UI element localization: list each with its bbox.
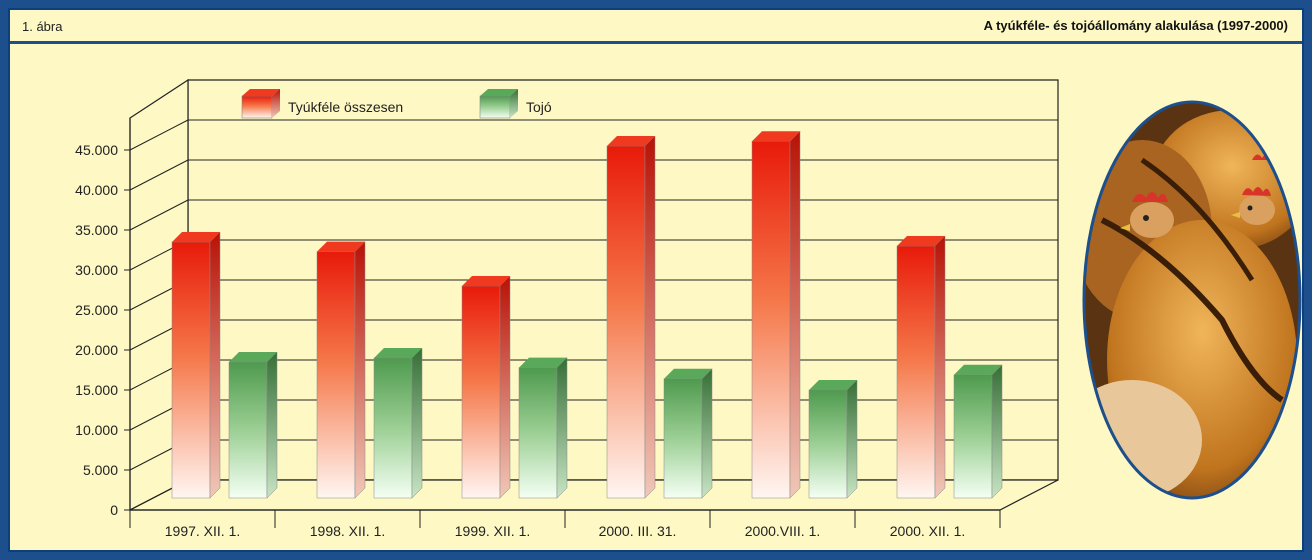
x-tick-label: 1997. XII. 1. [165,523,241,539]
y-tick-label: 10.000 [75,422,118,438]
bar-front [954,375,992,498]
figure-number: 1. ábra [22,19,62,34]
y-tick-label: 45.000 [75,142,118,158]
y-axis-labels: 0 5.000 10.000 15.000 20.000 25.000 30.000 35.0… [75,142,118,518]
x-tick-label: 1999. XII. 1. [455,523,531,539]
bar-side [702,369,712,498]
bar-side [790,131,800,498]
bar-tyukfele [462,276,510,498]
bar-tyukfele [317,242,365,498]
bar-front [664,379,702,498]
bar-tojo [809,380,857,498]
bar-side [412,348,422,498]
y-tick-label: 25.000 [75,302,118,318]
bar-tyukfele [607,136,655,498]
x-tick-label: 1998. XII. 1. [310,523,386,539]
y-tick-label: 15.000 [75,382,118,398]
bar-side [935,236,945,498]
bar-side [557,358,567,498]
bar-front [374,358,412,498]
bar-front [809,390,847,498]
bar-front [229,362,267,498]
bar-front [172,242,210,498]
bar-side [267,352,277,498]
x-tick-label: 2000. XII. 1. [890,523,966,539]
x-tick-label: 2000. III. 31. [599,523,677,539]
y-tick-label: 5.000 [83,462,118,478]
bar-side [355,242,365,498]
figure-panel: 1. ábra A tyúkféle- és tojóállomány alak… [8,8,1304,552]
bar-tyukfele [752,131,800,498]
bar-tojo [664,369,712,498]
figure-title: A tyúkféle- és tojóállomány alakulása (1… [984,18,1288,33]
y-tick-label: 0 [110,502,118,518]
x-tick-label: 2000.VIII. 1. [745,523,821,539]
legend-label: Tojó [526,99,552,115]
legend-swatch [480,96,510,118]
bar-front [752,141,790,498]
bar-tyukfele [897,236,945,498]
bar-tojo [954,365,1002,498]
bar-side [500,276,510,498]
bar-side [645,136,655,498]
bar-front [317,252,355,498]
bar-front [462,286,500,498]
y-tick-label: 30.000 [75,262,118,278]
y-tick-label: 20.000 [75,342,118,358]
bar-tyukfele [172,232,220,498]
bar-side [992,365,1002,498]
y-tick-label: 35.000 [75,222,118,238]
y-tick-label: 40.000 [75,182,118,198]
figure-header: 1. ábra A tyúkféle- és tojóállomány alak… [10,10,1302,44]
bar-side [210,232,220,498]
bar-side [847,380,857,498]
legend-swatch [242,96,272,118]
bar-tojo [519,358,567,498]
bar-tojo [229,352,277,498]
bar-front [607,146,645,498]
hens-photo [1082,100,1302,500]
bar-front [897,246,935,498]
bar-tojo [374,348,422,498]
bar-chart: 0 5.000 10.000 15.000 20.000 25.000 30.000 35.0… [10,44,1070,550]
legend-label: Tyúkféle összesen [288,99,403,115]
bar-front [519,368,557,498]
